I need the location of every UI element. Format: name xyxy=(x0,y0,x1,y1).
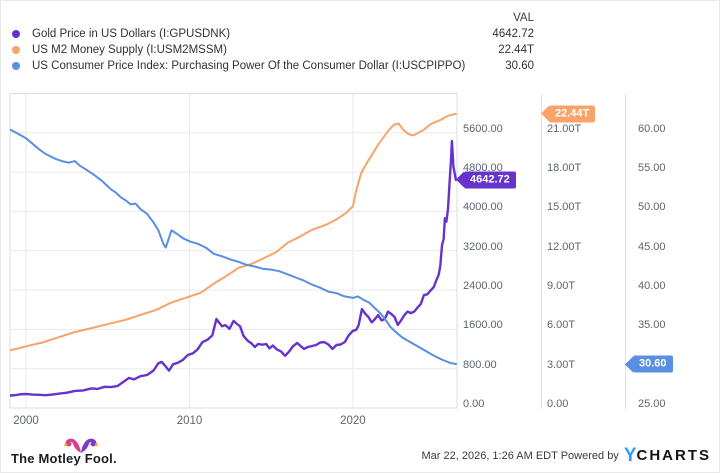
series-line-0 xyxy=(10,139,457,397)
axis-tick-label: 4000.00 xyxy=(463,201,503,214)
axis-tick-label: 45.00 xyxy=(638,240,666,253)
axis-tick-label: 12.00T xyxy=(547,240,582,253)
axis-tick-label: 3200.00 xyxy=(463,240,503,253)
attribution: Mar 22, 2026, 1:26 AM EDT Powered by Y C… xyxy=(422,446,712,465)
axis-tick-label: 55.00 xyxy=(638,162,666,175)
series-line-2 xyxy=(10,128,457,365)
x-axis-tick-label: 2020 xyxy=(340,415,366,427)
cpi-series-label: US Consumer Price Index: Purchasing Powe… xyxy=(32,60,466,72)
legend-header-row: VAL xyxy=(1,10,534,26)
badge-arrow-icon xyxy=(456,171,464,188)
val-column-header: VAL xyxy=(513,12,534,24)
axis-tick-label: 4800.00 xyxy=(463,162,503,175)
axis-tick-label: 15.00T xyxy=(547,201,582,214)
m2-series-label: US M2 Money Supply (I:USM2MSSM) xyxy=(32,44,227,56)
gold-series-label: Gold Price in US Dollars (I:GPUSDNK) xyxy=(32,28,231,40)
badge-arrow-icon xyxy=(625,356,633,372)
cpi-series-value: 30.60 xyxy=(505,60,534,72)
series-line-1 xyxy=(10,112,457,352)
x-axis-tick-label: 2010 xyxy=(176,415,203,427)
badge-value: 4642.72 xyxy=(464,171,516,189)
m2-series-value: 22.44T xyxy=(498,44,534,56)
axis-tick-label: 2400.00 xyxy=(463,280,503,293)
axis-tick-label: 0.00 xyxy=(463,398,485,410)
legend-row-cpi: US Consumer Price Index: Purchasing Powe… xyxy=(1,58,534,74)
axis-tick-label: 40.00 xyxy=(638,280,666,293)
badge-value: 30.60 xyxy=(633,355,673,373)
axis-tick-label: 6.00T xyxy=(547,319,576,332)
axis-tick-label: 800.00 xyxy=(463,358,497,371)
timestamp: Mar 22, 2026, 1:26 AM EDT Powered by xyxy=(422,450,619,462)
axis-tick-label: 5600.00 xyxy=(463,122,503,135)
axis-tick-label: 35.00 xyxy=(638,319,666,332)
axis-tick-label: 0.00 xyxy=(547,398,569,410)
powered-by-text: Powered by xyxy=(560,449,619,462)
m2-series-dot-icon xyxy=(12,46,20,54)
gold-series-dot-icon xyxy=(12,30,20,38)
legend-row-gold: Gold Price in US Dollars (I:GPUSDNK) 464… xyxy=(1,26,534,42)
axis-tick-label: 3.00T xyxy=(547,358,576,371)
ycharts-y-mark: Y xyxy=(623,445,637,466)
axis-tick-label: 25.00 xyxy=(638,398,666,410)
motley-fool-wordmark: The Motley Fool. xyxy=(11,451,117,466)
motley-fool-logo: The Motley Fool. xyxy=(11,437,131,467)
axis-separator xyxy=(541,94,542,409)
axis-separator xyxy=(625,94,626,409)
gold-series-value: 4642.72 xyxy=(492,28,534,40)
cpi-purchasing-power-axis-badge: 30.60 xyxy=(625,355,673,373)
legend-row-m2: US M2 Money Supply (I:USM2MSSM) 22.44T xyxy=(1,42,534,58)
ycharts-wordmark: CHARTS xyxy=(636,447,711,464)
badge-value: 22.44T xyxy=(549,105,596,123)
axis-tick-label: 60.00 xyxy=(638,122,666,135)
jester-hat-icon xyxy=(64,438,98,453)
m2-money-supply-axis-badge: 22.44T xyxy=(541,105,596,123)
badge-arrow-icon xyxy=(541,105,549,122)
x-axis-tick-label: 2000 xyxy=(13,415,39,427)
axis-tick-label: 9.00T xyxy=(547,280,576,293)
axis-tick-label: 50.00 xyxy=(638,201,666,214)
ycharts-logo: Y CHARTS xyxy=(624,446,711,465)
axis-tick-label: 21.00T xyxy=(547,122,582,135)
cpi-series-dot-icon xyxy=(12,62,20,70)
legend: VAL Gold Price in US Dollars (I:GPUSDNK)… xyxy=(1,10,534,74)
gold-price-axis-badge: 4642.72 xyxy=(456,171,516,189)
axis-tick-label: 1600.00 xyxy=(463,319,503,332)
timestamp-text: Mar 22, 2026, 1:26 AM EDT xyxy=(421,449,558,462)
axis-tick-label: 18.00T xyxy=(547,162,582,175)
plot-border xyxy=(9,93,458,409)
